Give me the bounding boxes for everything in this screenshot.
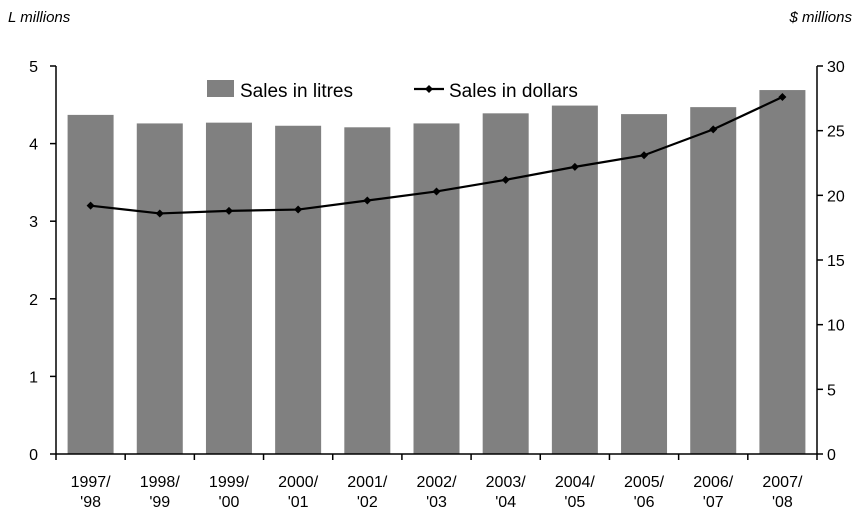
x-tick-label: 2001/ '02 [347,474,388,511]
right-axis-unit-label: $ millions [788,9,852,26]
right-tick-label: 15 [827,253,845,270]
line-point [570,162,579,171]
legend-label-litres: Sales in litres [240,81,353,102]
legend-label-dollars: Sales in dollars [449,81,578,102]
x-tick-label-line: 2003/ [486,474,527,491]
x-tick-label-line: '05 [564,494,585,511]
bar [205,122,252,454]
x-tick-label: 2002/ '03 [416,474,457,511]
line-point [86,201,95,210]
right-tick-label: 5 [827,382,836,399]
bar [67,114,114,454]
bar [275,125,322,454]
line-point [432,187,441,196]
line-point [224,206,233,215]
bar-series [67,90,806,455]
line-point [294,205,303,214]
x-tick-label-line: '04 [495,494,516,511]
bar [759,90,806,454]
left-tick-label: 2 [29,292,38,309]
legend-swatch-litres [207,80,234,97]
left-axis-unit-label: L millions [8,9,71,26]
left-tick-label: 5 [29,59,38,76]
bar [413,123,460,454]
line-series [86,93,787,218]
x-tick-label-line: '03 [426,494,447,511]
axes: 0 1 2 3 4 5 0 5 10 15 20 25 30 1997/ '98 1998/ '99 1999/ '… [29,59,845,511]
x-tick-label: 2007/ '08 [762,474,803,511]
bar [690,107,737,455]
x-tick-label-line: 2001/ [347,474,388,491]
bar [482,113,529,454]
right-tick-label: 20 [827,188,845,205]
left-tick-label: 4 [29,137,38,154]
line-point [501,175,510,184]
x-tick-label: 2000/ '01 [278,474,319,511]
legend-marker-dollars [425,85,433,93]
x-tick-label-line: 1998/ [140,474,181,491]
x-tick-label-line: '01 [288,494,309,511]
x-tick-label-line: 2005/ [624,474,665,491]
line-point [778,93,787,102]
right-tick-label: 10 [827,318,845,335]
x-tick-label-line: '08 [772,494,793,511]
legend: Sales in litres Sales in dollars [207,80,578,102]
x-tick-label-line: 1999/ [209,474,250,491]
x-tick-label: 2006/ '07 [693,474,734,511]
line-point [363,196,372,205]
x-tick-label-line: 2000/ [278,474,319,491]
x-tick-label-line: '00 [219,494,240,511]
left-tick-label: 0 [29,447,38,464]
left-tick-label: 1 [29,369,38,386]
x-tick-label-line: '07 [703,494,724,511]
bar [344,127,391,454]
bar [551,105,598,455]
bar [136,123,183,454]
x-tick-label-line: '99 [149,494,170,511]
x-tick-label-line: '06 [634,494,655,511]
x-tick-label: 1998/ '99 [140,474,181,511]
bar [621,114,668,454]
x-tick-label-line: 2004/ [555,474,596,491]
x-tick-label-line: 1997/ [71,474,112,491]
x-tick-label-line: '02 [357,494,378,511]
x-tick-label: 1997/ '98 [71,474,112,511]
x-tick-label-line: 2002/ [416,474,457,491]
line-point [709,125,718,134]
x-tick-label: 1999/ '00 [209,474,250,511]
x-tick-label-line: '98 [80,494,101,511]
line-point [155,209,164,218]
x-tick-label-line: 2006/ [693,474,734,491]
x-tick-label: 2003/ '04 [486,474,527,511]
x-tick-label-line: 2007/ [762,474,803,491]
right-tick-label: 0 [827,447,836,464]
right-tick-label: 25 [827,124,845,141]
line-point [640,151,649,160]
x-tick-label: 2005/ '06 [624,474,665,511]
left-tick-label: 3 [29,214,38,231]
right-tick-label: 30 [827,59,845,76]
x-tick-label: 2004/ '05 [555,474,596,511]
